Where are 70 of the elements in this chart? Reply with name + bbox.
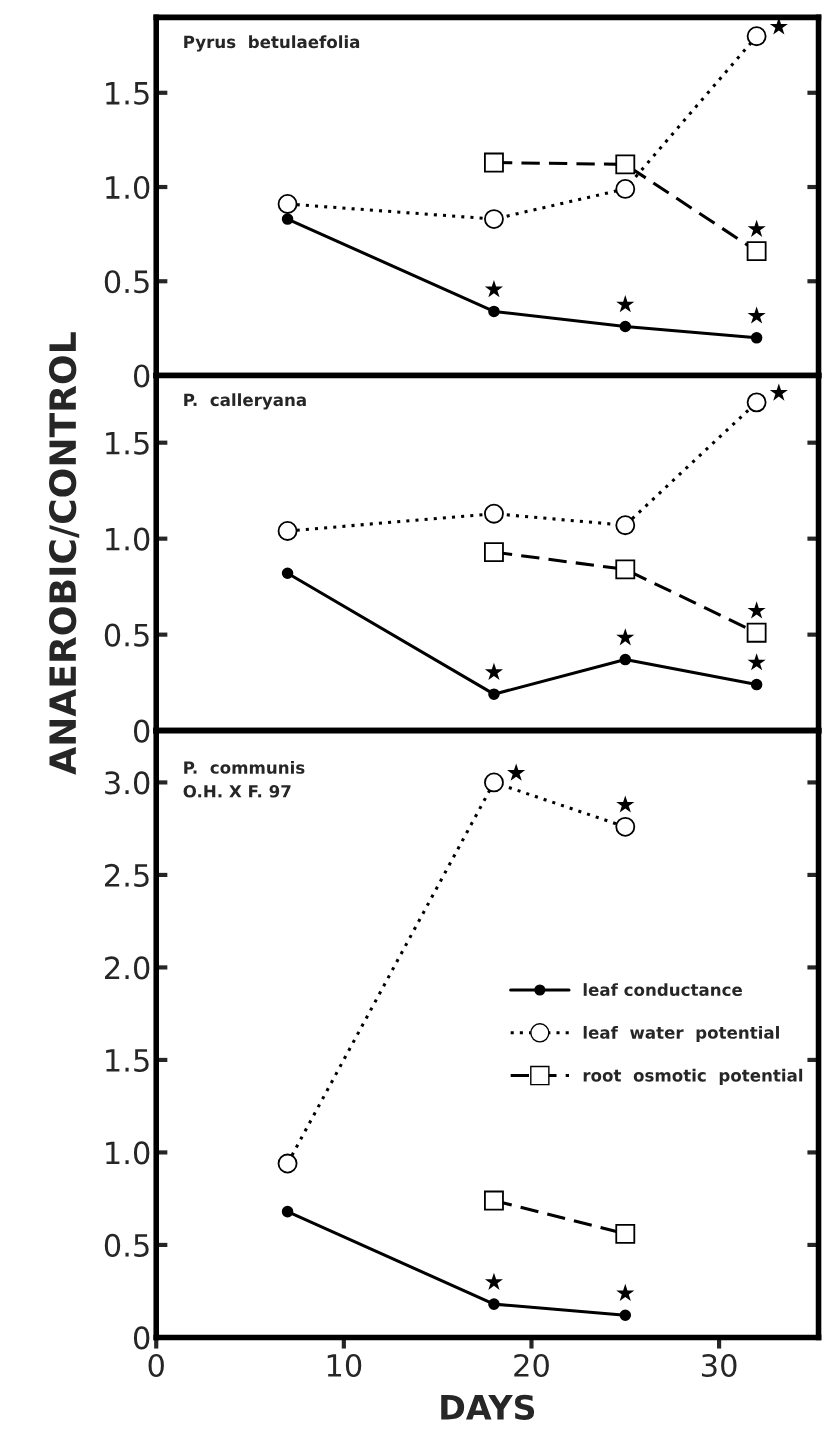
annotation: ★: [769, 17, 788, 35]
point: [281, 567, 294, 579]
annotation: ★: [484, 662, 503, 680]
annotation: ★: [747, 601, 766, 619]
text: P. calleryana: [184, 393, 306, 410]
point: [746, 26, 767, 47]
x-tick-label: 10: [327, 1353, 362, 1378]
point: [277, 1153, 298, 1174]
point: [619, 1309, 632, 1321]
point: [484, 503, 504, 524]
point: [488, 305, 500, 318]
legend-label: root osmotic potential: [583, 1068, 803, 1085]
point: [750, 678, 763, 691]
annotation: ★: [616, 795, 635, 813]
point: [746, 392, 767, 413]
y-tick-label: 1.0: [106, 175, 150, 200]
y-tick-label: 0.5: [104, 1233, 149, 1257]
point: [484, 772, 504, 793]
point: [488, 688, 500, 700]
y-tick-label: 0: [133, 364, 150, 388]
y-tick-label: 2.0: [105, 956, 150, 980]
point: [619, 653, 632, 666]
text: Pyrus betulaefolia: [184, 35, 360, 52]
point: [619, 320, 632, 333]
y-tick-label: 3.0: [105, 771, 150, 795]
y-tick-label: 0.5: [104, 270, 149, 294]
point: [615, 559, 636, 580]
x-axis-title: DAYS: [441, 1394, 535, 1420]
point: [484, 209, 504, 229]
point: [277, 194, 298, 214]
point: [615, 515, 636, 536]
annotation: ★: [616, 628, 635, 646]
annotation: ★: [769, 383, 788, 401]
annotation: ★: [484, 280, 503, 298]
annotation: ★: [507, 763, 526, 781]
point: [746, 241, 767, 262]
annotation: ★: [747, 219, 766, 237]
point: [615, 1223, 636, 1244]
point: [484, 1190, 504, 1211]
point: [277, 521, 298, 541]
y-tick-label: 1.5: [106, 1049, 149, 1072]
annotation: ★: [747, 306, 766, 324]
legend-label: leaf water potential: [583, 1025, 779, 1043]
point: [281, 1205, 294, 1218]
point: [615, 154, 636, 175]
x-tick-label: 20: [514, 1353, 549, 1378]
point: [750, 332, 763, 344]
legend-label: leaf conductance: [583, 983, 742, 997]
text: P. communis O.H. X F. 97: [183, 760, 305, 798]
y-axis-title: ANAEROBIC/CONTROL: [49, 332, 80, 775]
point: [484, 152, 504, 173]
annotation: ★: [616, 295, 635, 313]
y-tick-label: 2.5: [105, 863, 149, 887]
y-tick-label: 1.5: [106, 432, 149, 455]
point: [615, 816, 636, 837]
y-tick-label: 0.5: [104, 623, 149, 647]
point: [746, 622, 767, 643]
x-tick-label: 30: [701, 1353, 737, 1378]
annotation: ★: [616, 1283, 635, 1302]
y-tick-label: 0: [133, 1326, 150, 1350]
annotation: ★: [747, 653, 766, 671]
y-tick-label: 1.0: [106, 527, 150, 551]
point: [281, 213, 294, 225]
y-tick-label: 1.5: [106, 82, 149, 105]
point: [488, 1298, 500, 1310]
y-tick-label: 1.0: [106, 1141, 150, 1165]
point: [484, 542, 504, 563]
y-tick-label: 0: [133, 719, 150, 743]
point: [615, 178, 636, 199]
annotation: ★: [484, 1272, 503, 1290]
